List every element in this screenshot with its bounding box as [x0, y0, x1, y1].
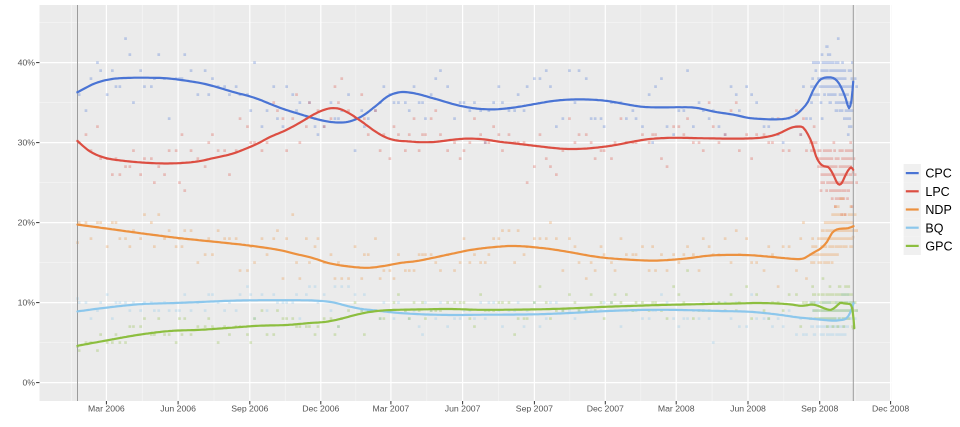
svg-text:Jun 2007: Jun 2007	[445, 404, 481, 414]
svg-text:LPC: LPC	[925, 185, 949, 199]
svg-text:GPC: GPC	[925, 240, 952, 254]
svg-text:10%: 10%	[18, 298, 36, 308]
svg-text:BQ: BQ	[925, 221, 943, 235]
svg-text:Jun 2006: Jun 2006	[160, 404, 196, 414]
svg-text:Sep 2006: Sep 2006	[231, 404, 268, 414]
svg-text:NDP: NDP	[925, 203, 951, 217]
svg-text:Mar 2006: Mar 2006	[88, 404, 125, 414]
svg-text:Jun 2008: Jun 2008	[730, 404, 766, 414]
svg-text:Sep 2007: Sep 2007	[516, 404, 553, 414]
svg-text:Sep 2008: Sep 2008	[801, 404, 838, 414]
svg-text:0%: 0%	[22, 378, 35, 388]
svg-text:Mar 2008: Mar 2008	[658, 404, 695, 414]
svg-text:Mar 2007: Mar 2007	[373, 404, 410, 414]
svg-text:40%: 40%	[18, 58, 36, 68]
svg-text:CPC: CPC	[925, 167, 951, 181]
svg-text:20%: 20%	[18, 218, 36, 228]
svg-text:Dec 2006: Dec 2006	[302, 404, 339, 414]
svg-text:Dec 2007: Dec 2007	[587, 404, 624, 414]
svg-text:30%: 30%	[18, 138, 36, 148]
svg-text:Dec 2008: Dec 2008	[872, 404, 909, 414]
